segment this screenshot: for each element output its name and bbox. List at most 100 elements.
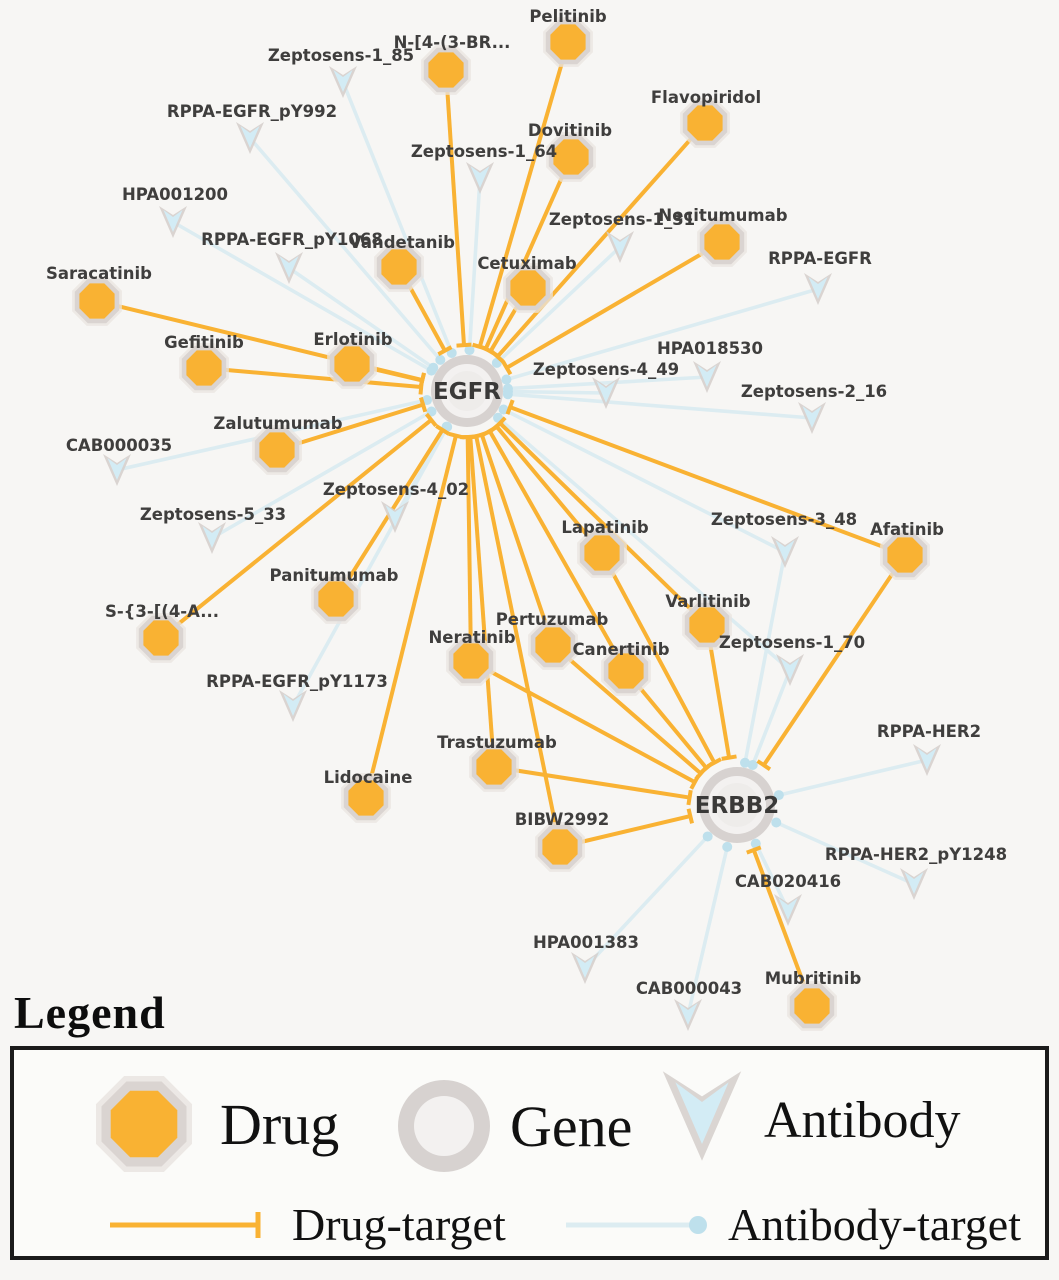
edge-dot bbox=[747, 759, 758, 770]
antibody-node-zeptosens-1-64[interactable] bbox=[466, 162, 494, 194]
legend-drug-target-label: Drug-target bbox=[292, 1199, 506, 1250]
edge-tee bbox=[721, 754, 737, 761]
drug-node-gefitinib[interactable] bbox=[179, 343, 229, 393]
drug-edge-mubritinib-erbb2 bbox=[751, 849, 814, 1007]
antibody-edge-rppa-her2-py1248-erbb2 bbox=[775, 820, 915, 886]
legend-antibody-label: Antibody bbox=[764, 1091, 961, 1149]
edge-tee bbox=[686, 808, 694, 824]
drug-node-pelitinib[interactable] bbox=[543, 17, 593, 67]
gene-node-erbb2[interactable]: ERBB2 bbox=[695, 767, 780, 843]
antibody-node-cab000043[interactable] bbox=[674, 999, 702, 1031]
drug-octagon-icon bbox=[96, 1076, 192, 1172]
antibody-node-zeptosens-4-02[interactable] bbox=[381, 501, 409, 533]
antibody-node-hpa018530[interactable] bbox=[693, 361, 721, 393]
antibody-node-zeptosens-1-70[interactable] bbox=[776, 654, 804, 686]
antibody-target-edge-icon bbox=[566, 1215, 707, 1234]
node-label-rppa-egfr: RPPA-EGFR bbox=[768, 249, 872, 268]
drug-edge-trastuzumab-egfr bbox=[468, 436, 496, 768]
edge-dot bbox=[740, 757, 751, 768]
antibody-edge-hpa001383-erbb2 bbox=[583, 835, 709, 970]
drug-edge-gefitinib-egfr bbox=[203, 366, 422, 389]
antibody-edge-rppa-egfr-py1173-egfr bbox=[291, 426, 449, 707]
drug-node-neratinib[interactable] bbox=[446, 636, 496, 686]
antibody-node-zeptosens-4-49[interactable] bbox=[592, 377, 620, 409]
drug-node-s-3-4-a[interactable] bbox=[136, 613, 186, 663]
drug-nodes bbox=[72, 17, 930, 1031]
node-label-zeptosens-4-02: Zeptosens-4_02 bbox=[323, 480, 469, 499]
gene-node-egfr[interactable]: EGFR bbox=[431, 355, 503, 427]
edge-tee bbox=[468, 432, 484, 440]
drug-node-vandetanib[interactable] bbox=[374, 242, 424, 292]
antibody-edge-zeptosens-1-70-egfr bbox=[496, 416, 792, 672]
node-label-cab000043: CAB000043 bbox=[636, 979, 742, 998]
antibody-node-zeptosens-3-48[interactable] bbox=[771, 536, 799, 568]
edge-dot bbox=[771, 817, 782, 828]
drug-node-trastuzumab[interactable] bbox=[469, 742, 519, 792]
antibody-node-rppa-her2-py1248[interactable] bbox=[900, 868, 928, 900]
drug-node-erlotinib[interactable] bbox=[327, 339, 377, 389]
node-label-panitumumab: Panitumumab bbox=[270, 566, 399, 585]
drug-edge-lapatinib-erbb2 bbox=[600, 552, 717, 764]
node-label-zeptosens-4-49: Zeptosens-4_49 bbox=[533, 360, 679, 379]
node-label-rppa-her2-py1248: RPPA-HER2_pY1248 bbox=[825, 845, 1007, 864]
drug-node-bibw2992[interactable] bbox=[535, 822, 585, 872]
antibody-node-rppa-egfr-py992[interactable] bbox=[236, 122, 264, 154]
drug-node-mubritinib[interactable] bbox=[787, 981, 837, 1031]
antibody-node-zeptosens-2-16[interactable] bbox=[798, 402, 826, 434]
antibody-edge-zeptosens-4-49-egfr bbox=[507, 389, 607, 395]
drug-target-edge-icon bbox=[110, 1211, 261, 1238]
antibody-edge-rppa-her2-erbb2 bbox=[778, 758, 928, 797]
node-label-hpa001383: HPA001383 bbox=[533, 933, 639, 952]
drug-edge-neratinib-erbb2 bbox=[470, 659, 696, 784]
drug-edge-canertinib-egfr bbox=[487, 430, 628, 672]
drug-node-saracatinib[interactable] bbox=[72, 276, 122, 326]
antibody-node-zeptosens-1-85[interactable] bbox=[329, 66, 357, 98]
drug-edge-varlitinib-egfr bbox=[498, 421, 709, 627]
node-label-hpa001200: HPA001200 bbox=[122, 185, 228, 204]
drug-node-canertinib[interactable] bbox=[601, 646, 651, 696]
antibody-node-rppa-egfr-py1173[interactable] bbox=[279, 690, 307, 722]
node-label-rppa-egfr-py992: RPPA-EGFR_pY992 bbox=[167, 102, 337, 121]
drug-node-n-4-3-br[interactable] bbox=[421, 45, 471, 95]
drug-node-panitumumab[interactable] bbox=[311, 574, 361, 624]
node-label-zeptosens-3-48: Zeptosens-3_48 bbox=[711, 510, 857, 529]
node-label-hpa018530: HPA018530 bbox=[657, 339, 763, 358]
drug-node-afatinib[interactable] bbox=[880, 530, 930, 580]
edge-tee bbox=[505, 399, 515, 415]
edge-dot bbox=[502, 389, 513, 400]
drug-node-zalutumumab[interactable] bbox=[252, 425, 302, 475]
edge-dot bbox=[464, 345, 475, 356]
antibody-node-rppa-egfr[interactable] bbox=[804, 273, 832, 305]
legend-item-drug-target: Drug-target bbox=[106, 1198, 506, 1251]
edge-dot bbox=[722, 841, 733, 852]
drug-node-flavopiridol[interactable] bbox=[680, 98, 730, 148]
node-label-neratinib: Neratinib bbox=[428, 628, 515, 647]
antibody-edge-rppa-egfr-py1068-egfr bbox=[287, 266, 435, 370]
drug-node-necitumumab[interactable] bbox=[697, 217, 747, 267]
drug-node-pertuzumab[interactable] bbox=[528, 620, 578, 670]
node-labels: Pelitinib N-[4-(3-BR... Flavopiridol Doviti… bbox=[46, 7, 1007, 998]
legend-drug-label: Drug bbox=[220, 1091, 340, 1157]
antibody-node-zeptosens-5-33[interactable] bbox=[198, 522, 226, 554]
drug-node-cetuximab[interactable] bbox=[503, 263, 553, 313]
antibody-node-rppa-her2[interactable] bbox=[913, 744, 941, 776]
antibody-edge-zeptosens-2-16-egfr bbox=[507, 392, 813, 420]
antibody-node-cab020416[interactable] bbox=[774, 894, 802, 926]
antibody-node-hpa001200[interactable] bbox=[159, 206, 187, 238]
node-label-n-4-3-br: N-[4-(3-BR... bbox=[394, 33, 511, 52]
antibody-node-cab000035[interactable] bbox=[103, 454, 131, 486]
drug-node-dovitinib[interactable] bbox=[546, 132, 596, 182]
legend-item-drug: Drug bbox=[84, 1064, 339, 1184]
antibody-node-zeptosens-1-31[interactable] bbox=[606, 231, 634, 263]
drug-node-lapatinib[interactable] bbox=[577, 528, 627, 578]
edge-tee bbox=[686, 789, 693, 806]
antibody-node-hpa001383[interactable] bbox=[571, 952, 599, 984]
antibody-edge-cab020416-erbb2 bbox=[754, 842, 790, 911]
drug-node-varlitinib[interactable] bbox=[682, 600, 732, 650]
antibody-chevron-icon bbox=[662, 1071, 742, 1161]
gene-nodes: EGFR ERBB2 bbox=[431, 355, 779, 843]
antibody-node-rppa-egfr-py1068[interactable] bbox=[275, 252, 303, 284]
legend-item-antibody: Antibody bbox=[650, 1066, 960, 1174]
drug-node-lidocaine[interactable] bbox=[341, 773, 391, 823]
